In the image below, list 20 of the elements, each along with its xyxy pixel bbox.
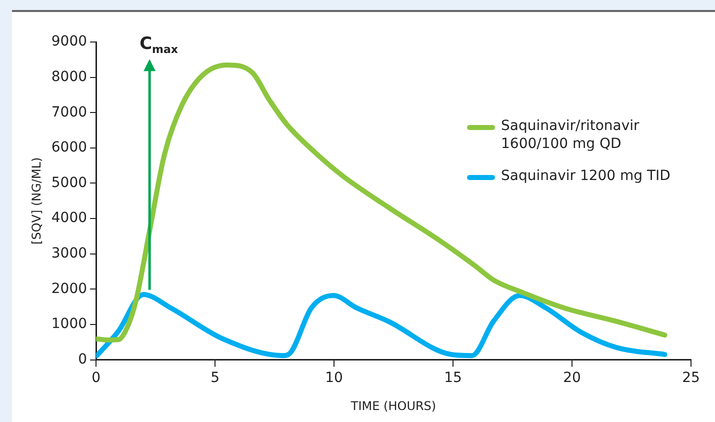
y-tick-label: 5000 — [51, 174, 88, 191]
x-tick-label: 5 — [210, 370, 220, 386]
y-tick-label: 1000 — [51, 316, 88, 332]
y-axis-title: [SQV] (NG/ML) — [29, 157, 44, 244]
y-tick-label: 9000 — [51, 34, 88, 50]
x-tick-label: 0 — [92, 370, 100, 386]
legend-label: Saquinavir/ritonavir 1600/100 mg QD — [501, 117, 640, 153]
x-tick-label: 15 — [444, 370, 462, 386]
y-tick-label: 2000 — [51, 280, 88, 297]
x-tick-label: 20 — [563, 370, 581, 386]
legend-label: Saquinavir 1200 mg TID — [501, 167, 672, 185]
y-tick-label: 6000 — [51, 140, 88, 156]
x-tick-label: 10 — [325, 370, 343, 386]
y-tick-label: 4000 — [51, 210, 88, 226]
y-tick-label: 8000 — [51, 68, 88, 85]
x-tick-label: 25 — [682, 370, 700, 386]
y-tick-label: 0 — [78, 351, 88, 368]
y-tick-label: 3000 — [51, 246, 88, 262]
x-axis-title: TIME (HOURS) — [350, 398, 436, 413]
y-tick-label: 7000 — [51, 104, 88, 120]
